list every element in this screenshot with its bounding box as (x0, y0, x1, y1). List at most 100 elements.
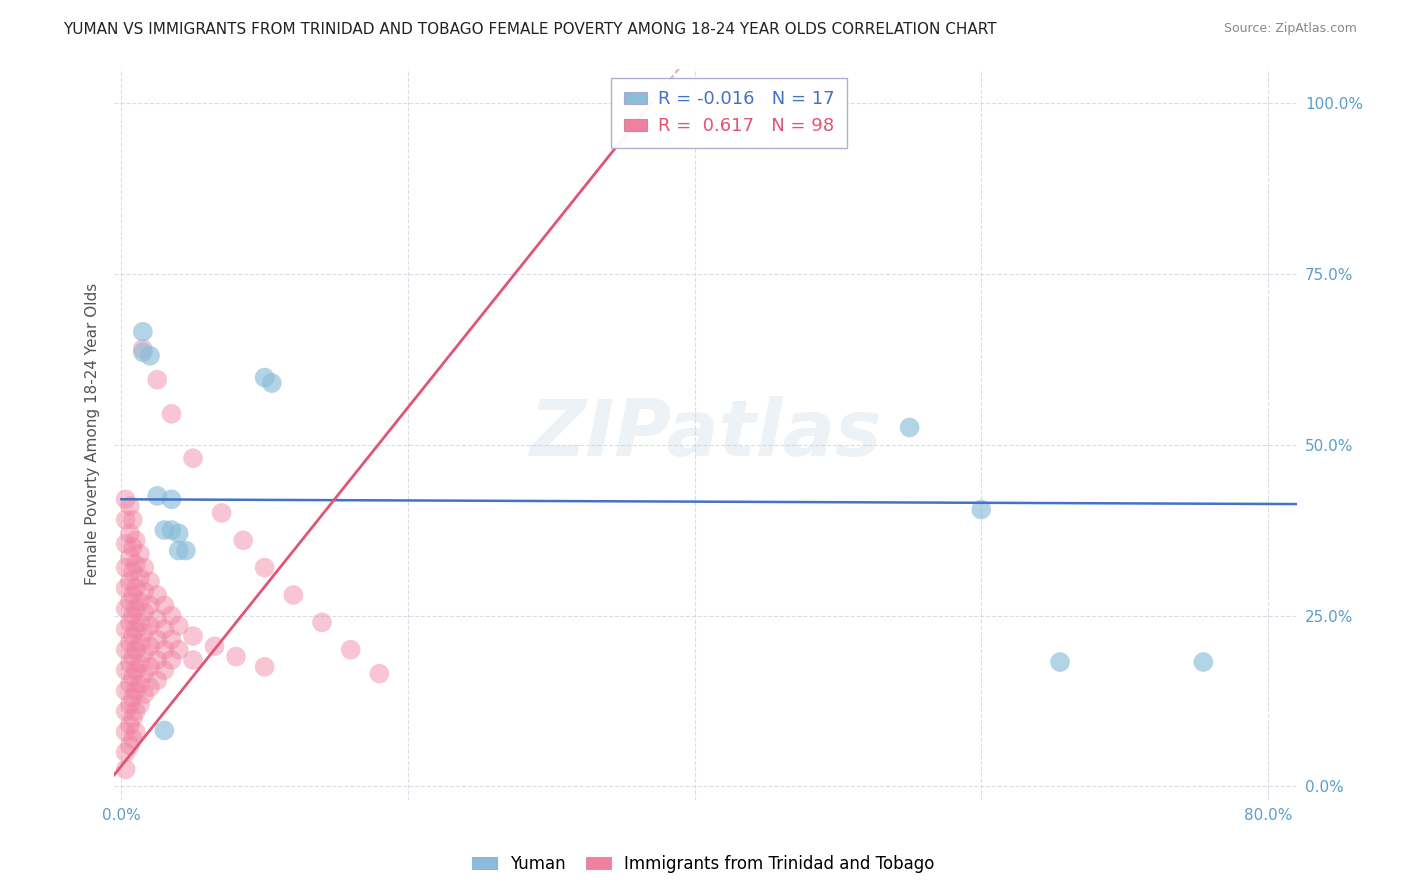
Point (114, 724, 136, 739)
Point (153, 663, 176, 677)
Point (114, 663, 136, 677)
Point (146, 489, 169, 503)
Point (211, 506, 233, 520)
Point (121, 670, 143, 684)
Point (132, 342, 155, 356)
Legend: R = -0.016   N = 17, R =  0.617   N = 98: R = -0.016 N = 17, R = 0.617 N = 98 (612, 78, 848, 148)
Point (118, 550, 141, 565)
Point (114, 622, 136, 636)
Point (139, 681, 162, 695)
Point (125, 724, 148, 739)
Point (129, 595, 152, 609)
Point (146, 373, 169, 387)
Point (114, 642, 136, 657)
Point (153, 642, 176, 657)
Point (134, 605, 156, 619)
Point (114, 763, 136, 777)
Point (129, 657, 152, 671)
Point (153, 599, 176, 613)
Point (139, 599, 162, 613)
Point (339, 642, 361, 657)
Point (139, 640, 162, 654)
Legend: Yuman, Immigrants from Trinidad and Tobago: Yuman, Immigrants from Trinidad and Toba… (465, 848, 941, 880)
Point (134, 666, 156, 681)
Point (118, 636, 141, 650)
Point (114, 704, 136, 718)
Point (139, 619, 162, 633)
Point (121, 711, 143, 725)
Point (125, 533, 148, 548)
Point (125, 558, 148, 572)
Text: ZIPatlas: ZIPatlas (529, 396, 882, 473)
Point (253, 560, 276, 574)
Point (121, 540, 143, 554)
Point (118, 657, 141, 671)
Point (118, 595, 141, 609)
Point (118, 739, 141, 753)
Point (121, 608, 143, 623)
Point (160, 492, 183, 507)
Point (146, 632, 169, 647)
Point (160, 608, 183, 623)
Point (260, 376, 283, 390)
Point (1192, 655, 1215, 669)
Point (311, 615, 333, 630)
Point (121, 731, 143, 746)
Point (153, 523, 176, 537)
Text: Source: ZipAtlas.com: Source: ZipAtlas.com (1223, 22, 1357, 36)
Point (132, 325, 155, 339)
Point (253, 370, 276, 384)
Point (146, 612, 169, 626)
Point (118, 718, 141, 732)
Point (129, 698, 152, 712)
Point (1049, 655, 1071, 669)
Point (121, 690, 143, 705)
Point (174, 543, 197, 558)
Point (129, 677, 152, 691)
Point (129, 547, 152, 561)
Point (134, 625, 156, 640)
Point (153, 622, 176, 636)
Point (181, 451, 204, 466)
Point (121, 588, 143, 602)
Point (118, 499, 141, 513)
Point (283, 588, 305, 602)
Point (121, 629, 143, 643)
Point (139, 574, 162, 589)
Point (160, 632, 183, 647)
Point (114, 683, 136, 698)
Point (125, 663, 148, 677)
Point (121, 564, 143, 578)
Point (139, 349, 162, 363)
Point (134, 646, 156, 660)
Point (114, 745, 136, 759)
Point (129, 615, 152, 630)
Point (204, 640, 226, 654)
Point (368, 666, 391, 681)
Point (125, 642, 148, 657)
Point (114, 560, 136, 574)
Point (167, 642, 190, 657)
Point (167, 619, 190, 633)
Point (181, 629, 204, 643)
Point (146, 673, 169, 688)
Y-axis label: Female Poverty Among 18-24 Year Olds: Female Poverty Among 18-24 Year Olds (86, 283, 100, 585)
Point (134, 584, 156, 599)
Point (153, 723, 176, 738)
Point (132, 345, 155, 359)
Point (125, 601, 148, 615)
Point (125, 704, 148, 718)
Point (118, 526, 141, 541)
Point (118, 574, 141, 589)
Point (160, 523, 183, 537)
Point (129, 571, 152, 585)
Point (160, 407, 183, 421)
Point (146, 653, 169, 667)
Point (160, 653, 183, 667)
Point (125, 581, 148, 595)
Point (167, 543, 190, 558)
Point (225, 649, 247, 664)
Point (121, 513, 143, 527)
Point (118, 615, 141, 630)
Point (125, 683, 148, 698)
